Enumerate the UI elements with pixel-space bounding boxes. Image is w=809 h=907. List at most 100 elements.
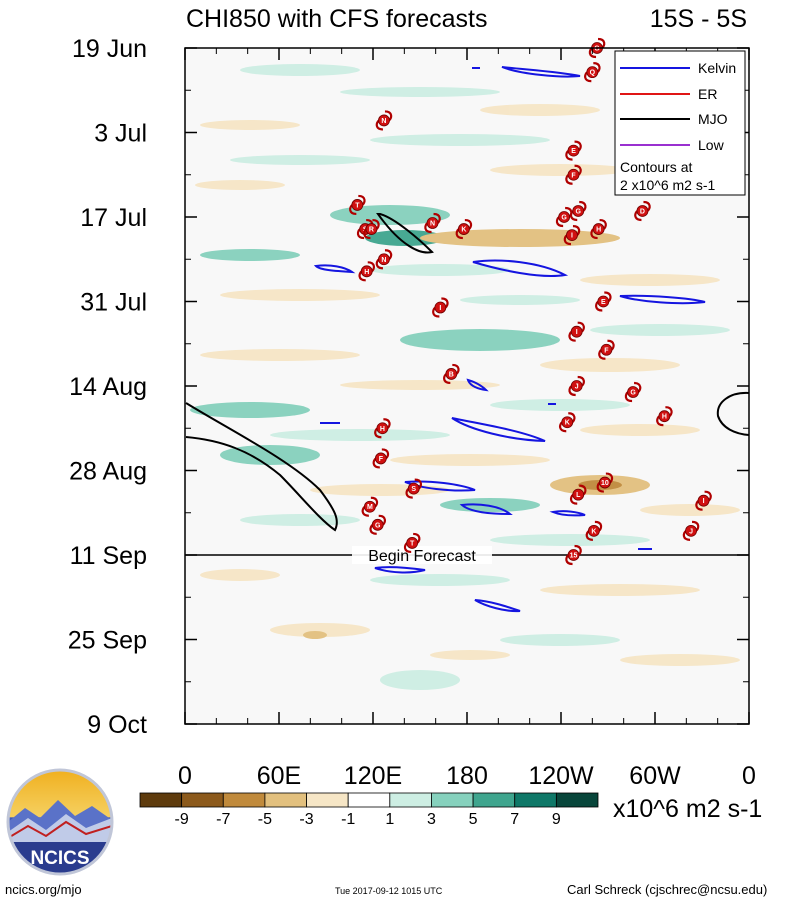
colorbar-units: x10^6 m2 s-1: [613, 795, 762, 823]
storm-label: F: [604, 347, 609, 354]
forecast-label: Begin Forecast: [368, 548, 476, 565]
colorbar-segment: [555, 792, 599, 808]
colorbar-label: -9: [175, 811, 189, 828]
storm-label: G: [630, 390, 636, 397]
storm-marker: N: [375, 249, 393, 270]
storm-marker: F: [372, 448, 390, 469]
storm-label: E: [601, 299, 606, 306]
storm-marker: G: [555, 206, 573, 228]
legend-label-low: Low: [698, 137, 725, 153]
y-tick-label: 9 Oct: [87, 711, 147, 739]
kelvin-contour: [472, 259, 569, 277]
storm-label: Q: [590, 70, 596, 77]
storm-center: [374, 452, 387, 465]
storm-marker: D: [634, 200, 651, 222]
storm-marker: F: [598, 339, 615, 360]
mjo-contour: [185, 402, 338, 532]
anomaly-shading: [190, 64, 740, 690]
colorbar-segment: [306, 792, 349, 808]
colorbar-segment: [389, 792, 432, 808]
storm-center: [371, 518, 384, 531]
storm-label: G: [576, 208, 582, 215]
shade-patch: [370, 574, 510, 586]
storm-marker: I: [563, 225, 581, 246]
colorbar-segment: [264, 792, 307, 808]
shade-patch: [270, 429, 450, 441]
storm-marker: G: [369, 514, 386, 535]
storm-marker: J: [568, 375, 585, 397]
shade-patch: [480, 104, 600, 116]
storm-label: J: [689, 528, 693, 535]
storm-marker: N: [424, 212, 441, 234]
shade-patch: [220, 445, 320, 465]
shade-patch: [340, 380, 500, 390]
shade-patch: [200, 120, 300, 130]
colorbar-label: -3: [299, 811, 313, 828]
kelvin-contour: [459, 503, 513, 516]
storm-marker: K: [455, 218, 473, 240]
shade-patch: [340, 87, 500, 97]
kelvin-contour: [404, 480, 476, 492]
colorbar-segment: [181, 792, 224, 808]
storm-center: [658, 410, 671, 423]
shade-patch: [490, 534, 650, 546]
storm-marker: G: [569, 200, 587, 222]
storm-marker: K: [559, 412, 576, 433]
x-tick-label: 0: [178, 762, 192, 790]
shade-patch: [540, 584, 700, 596]
x-tick-label: 180: [446, 762, 488, 790]
storm-marker: L: [569, 484, 587, 505]
storm-center: [566, 229, 578, 242]
shade-patch: [540, 358, 680, 372]
storm-marker: H: [374, 418, 391, 439]
ncics-logo: NCICS: [6, 768, 114, 876]
shade-patch: [640, 504, 740, 516]
legend-label-er: ER: [698, 86, 717, 102]
shade-patch: [380, 670, 460, 690]
legend-note-line2: 2 x10^6 m2 s-1: [620, 177, 715, 193]
storm-center: [561, 416, 574, 429]
shade-patch: [303, 631, 327, 639]
x-tick-label: 120W: [528, 762, 594, 790]
colorbar-label: 7: [510, 811, 519, 828]
colorbar-label: 9: [552, 811, 561, 828]
storm-label: D: [640, 208, 645, 215]
shade-patch: [490, 399, 630, 411]
x-tick-label: 60E: [257, 762, 301, 790]
shade-patch: [190, 402, 310, 418]
storm-marker: 15: [565, 544, 582, 566]
colorbar-label: -1: [341, 811, 355, 828]
storm-center: [567, 144, 580, 157]
x-tick-label: 120E: [344, 762, 402, 790]
storm-center: [363, 500, 376, 513]
storm-marker: I: [432, 297, 449, 318]
storm-marker: I: [695, 490, 712, 511]
y-tick-label: 31 Jul: [80, 289, 147, 317]
storm-center: [570, 325, 583, 338]
legend-note-line1: Contours at: [620, 159, 692, 175]
footer-url[interactable]: ncics.org/mjo: [5, 882, 82, 897]
storm-marker: T: [349, 194, 366, 216]
storm-center: [434, 301, 447, 314]
shade-patch: [230, 155, 370, 165]
storm-label: J: [575, 384, 579, 391]
y-tick-label: 25 Sep: [68, 627, 147, 655]
storm-label: K: [565, 420, 570, 427]
storm-center: [572, 205, 585, 217]
storm-marker: N: [375, 110, 393, 131]
x-tick-label: 0: [742, 762, 756, 790]
storm-label: I: [439, 305, 441, 312]
storm-label: K: [461, 227, 466, 234]
storm-marker: H: [656, 406, 673, 427]
storm-label: R: [369, 227, 374, 234]
mjo-contours: [185, 213, 749, 532]
shade-patch: [390, 454, 550, 466]
storm-label: N: [381, 118, 386, 125]
y-tick-label: 3 Jul: [94, 120, 147, 148]
kelvin-contour: [619, 294, 706, 305]
colorbar-segment: [222, 792, 266, 808]
storm-center: [406, 537, 419, 549]
storm-marker: H: [358, 261, 375, 282]
shade-patch: [200, 249, 300, 261]
storm-marker: F: [565, 164, 582, 185]
